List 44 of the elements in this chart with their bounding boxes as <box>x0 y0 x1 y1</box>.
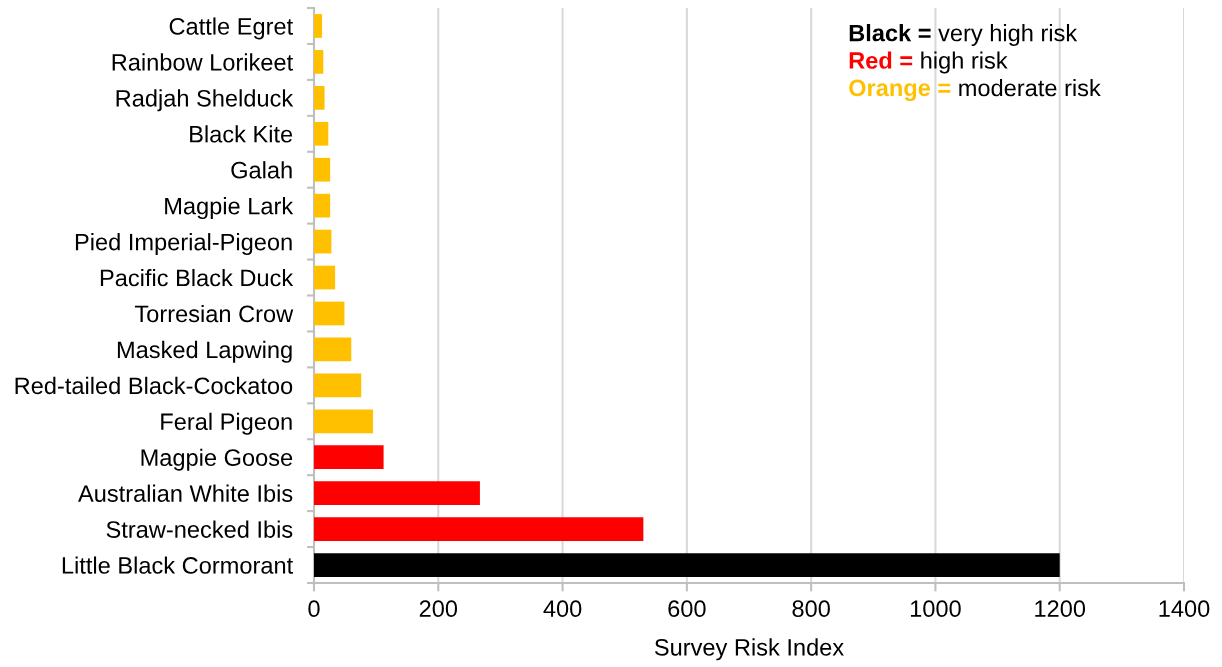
bar <box>314 157 331 182</box>
bar <box>314 193 331 218</box>
annotation: Black = very high risk <box>849 24 1078 47</box>
bar <box>314 301 345 326</box>
bar <box>314 553 1060 577</box>
x-tick-label: 1400 <box>1159 600 1210 618</box>
y-tick-label: Magpie Goose <box>141 448 293 471</box>
x-tick-label: 0 <box>308 600 320 618</box>
y-tick-label: Little Black Cormorant <box>62 556 293 574</box>
y-tick-label: Galah <box>231 161 292 179</box>
y-tick-label: Masked Lapwing <box>117 340 292 363</box>
x-tick-label: 400 <box>543 600 582 618</box>
bar <box>314 445 384 470</box>
y-tick-label: Cattle Egret <box>169 17 293 40</box>
y-tick-label: Pied Imperial-Pigeon <box>75 233 292 256</box>
x-tick-label: 800 <box>792 600 830 618</box>
annotation: Orange = moderate risk <box>849 78 1101 101</box>
y-tick-label: Australian White Ibis <box>78 484 293 502</box>
y-tick-label: Torresian Crow <box>134 304 294 323</box>
bar <box>314 85 325 110</box>
bar <box>314 373 362 398</box>
x-axis-title: Survey Risk Index <box>654 638 844 661</box>
y-tick-label: Rainbow Lorikeet <box>112 53 293 71</box>
bar <box>314 265 336 290</box>
bar <box>314 14 323 38</box>
y-tick-label: Magpie Lark <box>165 197 294 220</box>
bar <box>314 50 324 74</box>
bar <box>314 409 374 434</box>
x-tick-label: 600 <box>668 600 706 618</box>
y-tick-label: Black Kite <box>190 125 293 143</box>
y-tick-label: Radjah Shelduck <box>116 89 294 112</box>
y-tick-label: Straw-necked Ibis <box>106 520 293 538</box>
y-tick-label: Red-tailed Black-Cockatoo <box>15 376 293 395</box>
y-tick-label: Pacific Black Duck <box>100 268 294 287</box>
bar <box>314 337 352 362</box>
x-tick-label: 1200 <box>1035 600 1086 618</box>
bar <box>314 229 332 254</box>
bar <box>314 481 480 506</box>
bar <box>314 121 329 146</box>
x-tick-label: 1000 <box>910 600 961 618</box>
annotation: Red = high risk <box>849 51 1008 74</box>
x-tick-label: 200 <box>419 600 458 618</box>
y-tick-label: Feral Pigeon <box>161 412 292 435</box>
bar <box>314 517 644 541</box>
